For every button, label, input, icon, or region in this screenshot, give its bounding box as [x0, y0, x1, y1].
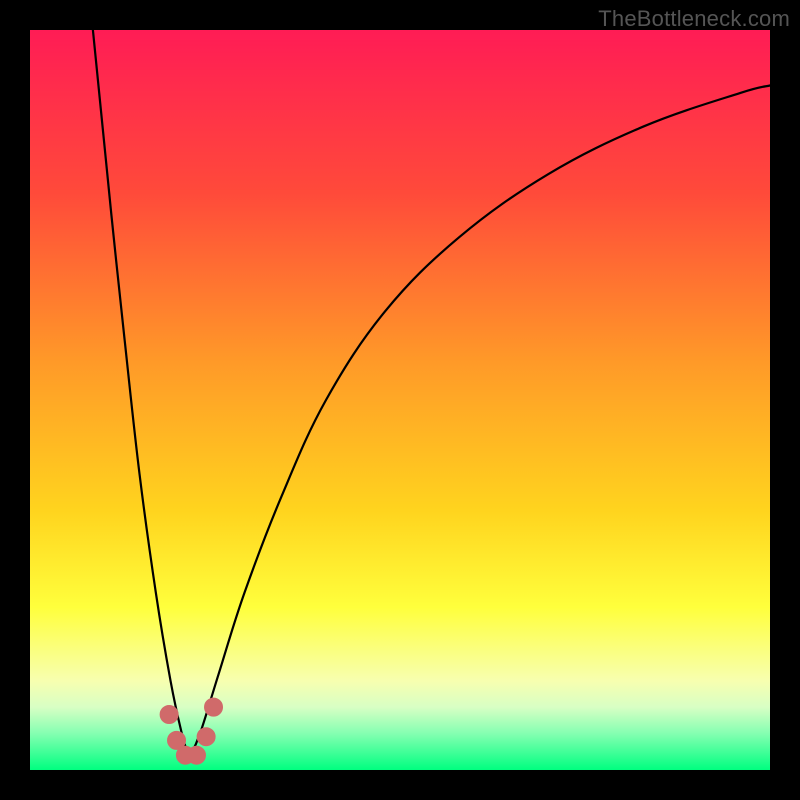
data-marker [188, 746, 206, 764]
chart-stage: TheBottleneck.com [0, 0, 800, 800]
watermark-text: TheBottleneck.com [598, 6, 790, 32]
data-marker [160, 706, 178, 724]
data-marker [205, 698, 223, 716]
gradient-background [30, 30, 770, 770]
bottleneck-chart [0, 0, 800, 800]
data-marker [197, 728, 215, 746]
